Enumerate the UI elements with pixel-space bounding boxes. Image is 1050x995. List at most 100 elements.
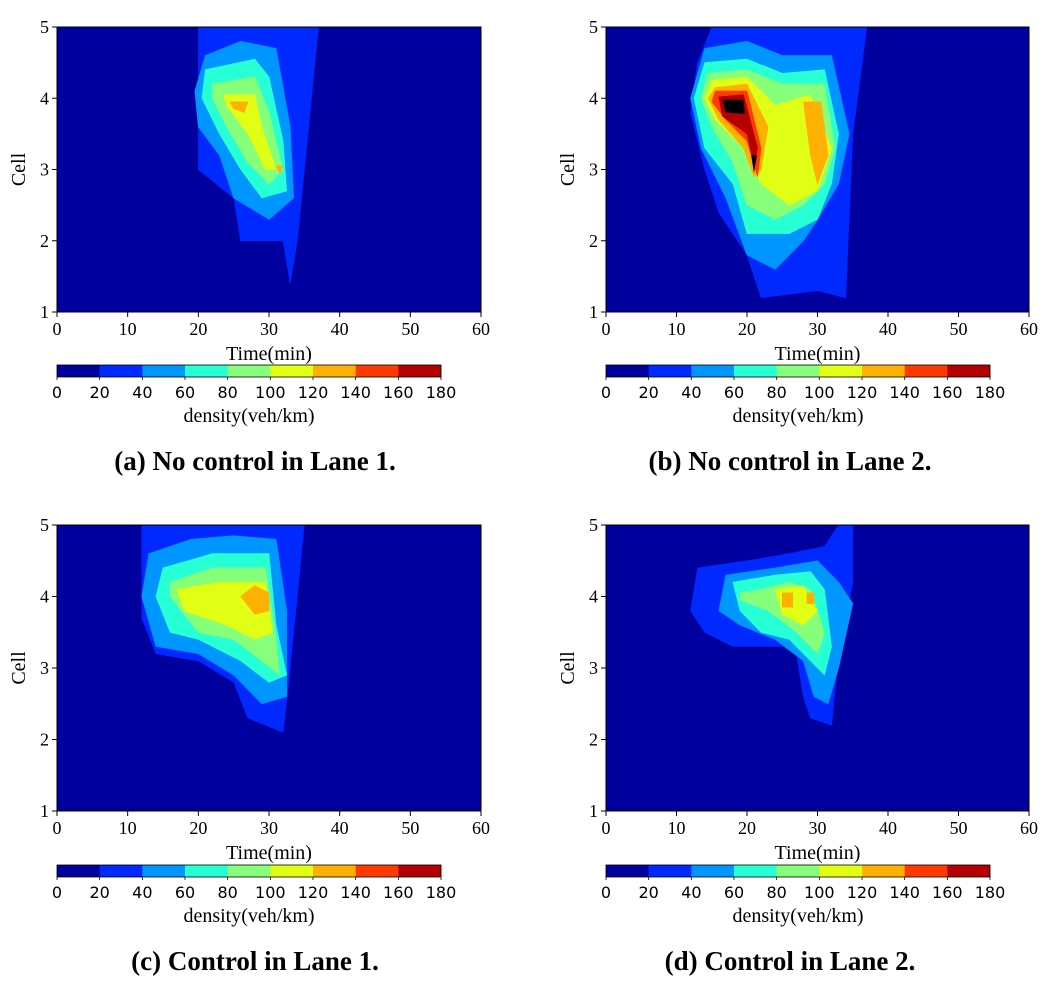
colorbar-label: density(veh/km) — [183, 905, 314, 927]
colorbar-segment — [398, 865, 442, 877]
colorbar-segment — [947, 865, 991, 877]
y-axis-label: Cell — [557, 651, 579, 685]
y-axis-label: Cell — [8, 152, 30, 186]
colorbar-tick-label: 180 — [426, 383, 457, 402]
chart-panel-1: 0 10 20 30 40 50 60 1 2 3 4 5 Time(min) Cell 0 20 40 60 80… — [557, 17, 1038, 476]
x-tick-label: 60 — [472, 319, 490, 339]
colorbar-segment — [734, 865, 777, 877]
x-tick-label: 50 — [950, 818, 968, 838]
x-tick-label: 40 — [879, 818, 897, 838]
y-tick-label: 2 — [589, 231, 598, 251]
chart-panel-3: 0 10 20 30 40 50 60 1 2 3 4 5 Time(min) Cell 0 20 40 60 80… — [557, 515, 1038, 976]
colorbar-tick-label: 20 — [89, 883, 109, 902]
x-tick-label: 0 — [53, 319, 62, 339]
colorbar-tick-label: 0 — [601, 883, 611, 902]
colorbar-tick-label: 0 — [52, 383, 62, 402]
x-tick-label: 40 — [331, 319, 349, 339]
y-axis-label: Cell — [8, 651, 30, 685]
y-tick-label: 5 — [40, 17, 49, 37]
colorbar-tick-label: 140 — [889, 383, 920, 402]
colorbar-segment — [185, 365, 228, 377]
colorbar-tick-label: 140 — [340, 883, 371, 902]
colorbar-segment — [398, 365, 442, 377]
colorbar-tick-label: 140 — [340, 383, 371, 402]
colorbar-segment — [270, 365, 314, 377]
colorbar-segment — [947, 365, 991, 377]
colorbar-tick-label: 40 — [681, 883, 701, 902]
colorbar-tick-label: 160 — [932, 383, 963, 402]
x-tick-label: 10 — [119, 818, 137, 838]
y-axis-label: Cell — [557, 152, 579, 186]
x-tick-label: 10 — [668, 319, 686, 339]
x-tick-label: 30 — [260, 818, 278, 838]
colorbar-segment — [313, 865, 356, 877]
x-tick-label: 20 — [738, 818, 756, 838]
colorbar-segment — [691, 365, 735, 377]
colorbar-tick-label: 80 — [766, 883, 786, 902]
colorbar-tick-label: 80 — [766, 383, 786, 402]
colorbar-tick-label: 40 — [681, 383, 701, 402]
x-axis-label: Time(min) — [775, 343, 861, 365]
colorbar-segment — [227, 865, 271, 877]
y-tick-label: 1 — [589, 302, 598, 322]
x-tick-label: 40 — [331, 818, 349, 838]
y-tick-label: 4 — [40, 88, 49, 108]
x-tick-label: 60 — [472, 818, 490, 838]
y-tick-label: 5 — [589, 17, 598, 37]
x-tick-label: 40 — [879, 319, 897, 339]
colorbar-segment — [606, 365, 649, 377]
density-region — [240, 585, 270, 615]
density-region — [722, 99, 745, 114]
colorbar-label: density(veh/km) — [732, 405, 863, 427]
colorbar-frame — [605, 864, 991, 878]
colorbar-segment — [142, 865, 186, 877]
y-tick-label: 5 — [589, 515, 598, 535]
colorbar-segment — [776, 365, 820, 377]
colorbar-segment — [734, 365, 777, 377]
colorbar-tick-label: 180 — [975, 883, 1006, 902]
colorbar-segment — [648, 865, 692, 877]
panel-caption: (d) Control in Lane 2. — [665, 946, 916, 976]
density-region — [806, 592, 815, 604]
x-tick-label: 30 — [809, 319, 827, 339]
y-tick-label: 3 — [40, 160, 49, 180]
y-tick-label: 5 — [40, 515, 49, 535]
x-tick-label: 50 — [401, 319, 419, 339]
x-tick-label: 60 — [1020, 319, 1038, 339]
colorbar-frame — [56, 864, 442, 878]
y-tick-label: 4 — [40, 587, 49, 607]
x-tick-label: 30 — [260, 319, 278, 339]
density-region — [781, 592, 794, 608]
x-axis-label: Time(min) — [226, 842, 312, 864]
x-tick-label: 10 — [119, 319, 137, 339]
colorbar-tick-label: 100 — [804, 383, 835, 402]
density-region — [803, 101, 829, 185]
colorbar-tick-label: 180 — [426, 883, 457, 902]
colorbar-tick-label: 100 — [804, 883, 835, 902]
colorbar-tick-label: 160 — [383, 383, 414, 402]
colorbar-tick-label: 20 — [638, 883, 658, 902]
chart-panel-2: 0 10 20 30 40 50 60 1 2 3 4 5 Time(min) Cell 0 20 40 60 80… — [8, 515, 490, 976]
x-tick-label: 20 — [189, 818, 207, 838]
colorbar-segment — [904, 865, 948, 877]
colorbar-tick-label: 0 — [52, 883, 62, 902]
panel-caption: (b) No control in Lane 2. — [648, 446, 931, 476]
panel-caption: (c) Control in Lane 1. — [131, 946, 379, 976]
colorbar-tick-label: 100 — [255, 883, 286, 902]
chart-panel-0: 0 10 20 30 40 50 60 1 2 3 4 5 Time(min) Cell 0 20 40 60 80… — [8, 17, 490, 476]
colorbar-tick-label: 180 — [975, 383, 1006, 402]
colorbar-tick-label: 100 — [255, 383, 286, 402]
density-region — [229, 101, 249, 113]
colorbar-frame — [56, 364, 442, 378]
x-tick-label: 50 — [401, 818, 419, 838]
colorbar-tick-label: 20 — [638, 383, 658, 402]
colorbar-segment — [355, 865, 399, 877]
y-tick-label: 2 — [40, 730, 49, 750]
colorbar-segment — [862, 365, 905, 377]
colorbar-tick-label: 40 — [132, 883, 152, 902]
colorbar-segment — [57, 365, 100, 377]
y-tick-label: 1 — [40, 302, 49, 322]
colorbar-tick-label: 0 — [601, 383, 611, 402]
panel-caption: (a) No control in Lane 1. — [114, 446, 396, 476]
